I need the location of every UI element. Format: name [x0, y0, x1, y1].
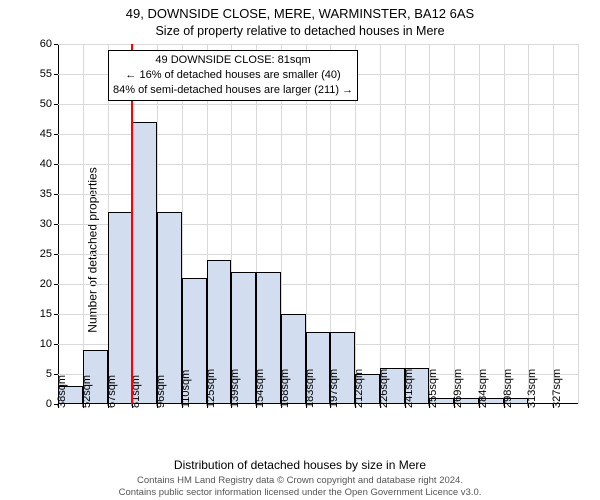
annotation-box: 49 DOWNSIDE CLOSE: 81sqm← 16% of detache…: [108, 50, 358, 101]
x-axis-label: Distribution of detached houses by size …: [0, 458, 600, 472]
gridline-v: [479, 44, 480, 404]
xtick-label: 284sqm: [477, 369, 489, 408]
histogram-bar: [132, 122, 157, 404]
property-size-histogram: 49, DOWNSIDE CLOSE, MERE, WARMINSTER, BA…: [0, 0, 600, 500]
ytick-label: 20: [40, 278, 58, 290]
xtick-label: 269sqm: [452, 369, 464, 408]
gridline-v: [429, 44, 430, 404]
xtick-label: 327sqm: [551, 369, 563, 408]
attribution-line2: Contains public sector information licen…: [0, 487, 600, 498]
xtick-label: 241sqm: [403, 369, 415, 408]
xtick-label: 313sqm: [526, 369, 538, 408]
xtick-label: 96sqm: [155, 375, 167, 408]
ytick-label: 15: [40, 308, 58, 320]
gridline-v: [380, 44, 381, 404]
xtick-label: 226sqm: [378, 369, 390, 408]
ytick-label: 40: [40, 158, 58, 170]
annotation-line: 49 DOWNSIDE CLOSE: 81sqm: [113, 53, 353, 68]
gridline-h: [58, 44, 578, 45]
ytick-label: 45: [40, 128, 58, 140]
xtick-label: 125sqm: [205, 369, 217, 408]
xtick-label: 110sqm: [180, 370, 192, 408]
gridline-h: [58, 104, 578, 105]
gridline-v: [528, 44, 529, 404]
xtick-label: 52sqm: [81, 375, 93, 408]
attribution: Contains HM Land Registry data © Crown c…: [0, 475, 600, 498]
ytick-label: 60: [40, 38, 58, 50]
ytick-label: 30: [40, 218, 58, 230]
xtick-label: 212sqm: [353, 369, 365, 408]
chart-title-main: 49, DOWNSIDE CLOSE, MERE, WARMINSTER, BA…: [0, 6, 600, 21]
xtick-label: 38sqm: [56, 375, 68, 408]
xtick-label: 183sqm: [304, 369, 316, 408]
ytick-label: 55: [40, 68, 58, 80]
annotation-line: ← 16% of detached houses are smaller (40…: [113, 68, 353, 83]
attribution-line1: Contains HM Land Registry data © Crown c…: [0, 475, 600, 486]
xtick-label: 298sqm: [502, 369, 514, 408]
chart-title-sub: Size of property relative to detached ho…: [0, 24, 600, 38]
xtick-label: 168sqm: [279, 369, 291, 408]
xtick-label: 67sqm: [106, 375, 118, 408]
ytick-label: 35: [40, 188, 58, 200]
gridline-v: [405, 44, 406, 404]
gridline-v: [504, 44, 505, 404]
gridline-v: [553, 44, 554, 404]
annotation-line: 84% of semi-detached houses are larger (…: [113, 83, 353, 98]
xtick-label: 154sqm: [254, 369, 266, 408]
ytick-label: 25: [40, 248, 58, 260]
ytick-label: 10: [40, 338, 58, 350]
gridline-v: [454, 44, 455, 404]
xtick-label: 255sqm: [427, 369, 439, 408]
xtick-label: 139sqm: [229, 369, 241, 408]
xtick-label: 197sqm: [328, 369, 340, 408]
gridline-v: [578, 44, 579, 404]
ytick-label: 50: [40, 98, 58, 110]
plot-area: 05101520253035404550556038sqm52sqm67sqm8…: [58, 44, 578, 404]
